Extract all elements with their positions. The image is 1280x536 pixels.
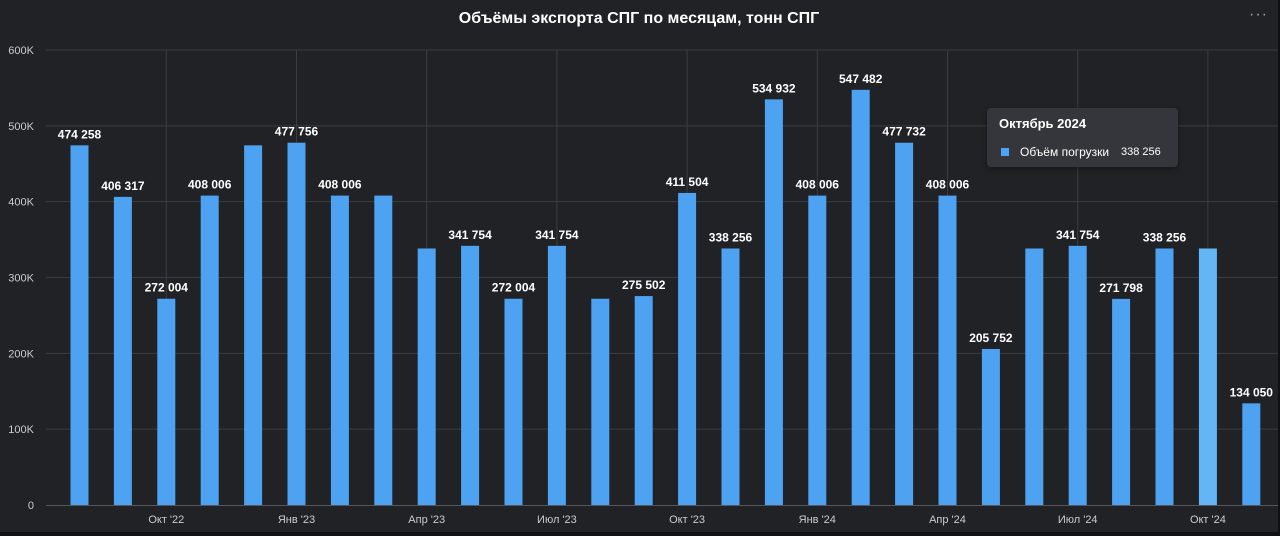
bar xyxy=(721,248,740,505)
x-tick-label: Июл '23 xyxy=(537,514,577,526)
data-label: 341 754 xyxy=(448,228,492,242)
data-label: 547 482 xyxy=(839,72,883,86)
y-tick-label: 400K xyxy=(8,197,34,209)
data-label: 272 004 xyxy=(145,281,189,295)
data-label: 275 502 xyxy=(622,278,666,292)
x-tick-label: Окт '23 xyxy=(669,514,705,526)
bar xyxy=(157,298,176,505)
y-tick-label: 200K xyxy=(8,348,34,360)
tooltip: Октябрь 2024 Объём погрузки 338 256 xyxy=(987,108,1178,167)
x-tick-label: Июл '24 xyxy=(1058,514,1098,526)
bar xyxy=(678,192,697,505)
data-label: 134 050 xyxy=(1230,385,1274,399)
data-label: 205 752 xyxy=(969,331,1013,345)
bar xyxy=(330,195,349,505)
bar xyxy=(1198,248,1217,505)
tooltip-value: 338 256 xyxy=(1121,146,1161,158)
tooltip-title: Октябрь 2024 xyxy=(999,116,1087,131)
data-label: 411 504 xyxy=(666,175,709,189)
data-label: 408 006 xyxy=(318,178,362,192)
bar-layer xyxy=(70,89,1261,506)
x-tick-label: Окт '24 xyxy=(1190,514,1226,526)
data-label: 341 754 xyxy=(1056,228,1100,242)
data-label-layer: 474 258 406 317 272 004 408 006 477 756 408 0… xyxy=(58,72,1274,400)
bar xyxy=(981,348,1000,505)
tooltip-series-name: Объём погрузки xyxy=(1020,145,1110,159)
x-tick-label: Окт '22 xyxy=(148,514,184,526)
data-label: 408 006 xyxy=(796,178,840,192)
bar xyxy=(634,296,653,505)
bar xyxy=(591,298,610,505)
bar xyxy=(764,99,783,505)
bar xyxy=(113,196,132,505)
bar xyxy=(1155,248,1174,505)
x-tick-label: Янв '24 xyxy=(799,514,836,526)
bar xyxy=(895,142,914,505)
bar xyxy=(1068,245,1087,505)
data-label: 477 732 xyxy=(882,125,926,139)
chart-title: Объёмы экспорта СПГ по месяцам, тонн СПГ xyxy=(458,10,820,27)
bar xyxy=(244,145,263,505)
x-axis: Окт '22 Янв '23 Апр '23 Июл '23 Окт '23 Янв '… xyxy=(148,514,1226,526)
bar xyxy=(547,245,566,505)
x-tick-label: Апр '23 xyxy=(408,514,445,526)
bar xyxy=(70,145,89,505)
data-label: 338 256 xyxy=(1143,230,1187,244)
more-horizontal-icon[interactable]: ··· xyxy=(1249,6,1268,23)
data-label: 341 754 xyxy=(535,228,579,242)
bar xyxy=(374,195,393,505)
y-tick-label: 600K xyxy=(8,45,34,57)
x-tick-label: Янв '23 xyxy=(278,514,315,526)
data-label: 474 258 xyxy=(58,127,102,141)
data-label: 272 004 xyxy=(492,281,536,295)
bar xyxy=(461,245,480,505)
x-tick-label: Апр '24 xyxy=(929,514,966,526)
bar xyxy=(1112,298,1131,505)
bar xyxy=(808,195,827,505)
bar xyxy=(938,195,957,505)
bar xyxy=(1025,248,1044,505)
y-tick-label: 500K xyxy=(8,121,34,133)
data-label: 408 006 xyxy=(188,178,232,192)
bar xyxy=(200,195,219,505)
y-tick-label: 100K xyxy=(8,424,34,436)
bar xyxy=(417,248,436,505)
data-label: 408 006 xyxy=(926,178,970,192)
bar xyxy=(851,89,870,506)
bar xyxy=(287,142,306,505)
y-tick-label: 300K xyxy=(8,273,34,285)
tooltip-series-swatch xyxy=(1001,148,1009,156)
bar xyxy=(1242,403,1261,505)
data-label: 477 756 xyxy=(275,125,319,139)
data-label: 338 256 xyxy=(709,230,753,244)
data-label: 534 932 xyxy=(752,81,796,95)
data-label: 406 317 xyxy=(101,179,145,193)
y-axis: 0 100K 200K 300K 400K 500K 600K xyxy=(8,45,34,512)
data-label: 271 798 xyxy=(1099,281,1143,295)
bar xyxy=(504,298,523,505)
y-tick-label: 0 xyxy=(28,500,34,512)
